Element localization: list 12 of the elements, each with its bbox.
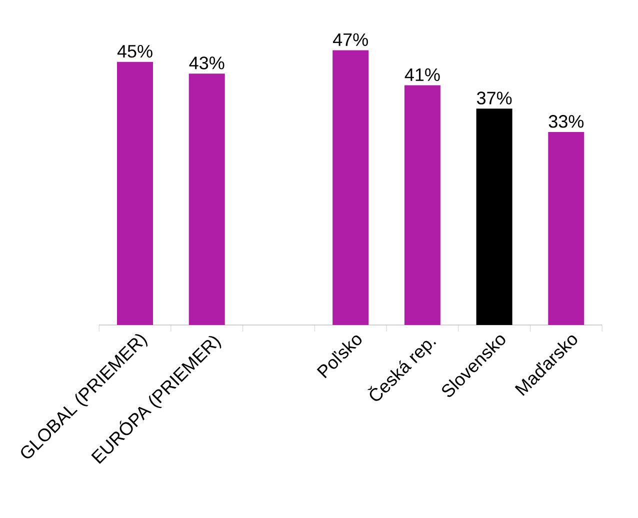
data-label: 41% — [404, 68, 440, 82]
bar — [404, 85, 440, 325]
bar — [548, 132, 584, 325]
data-label: 33% — [548, 115, 584, 128]
bar — [117, 62, 153, 325]
bar — [188, 74, 225, 325]
data-label: 43% — [189, 56, 224, 70]
bar — [476, 108, 512, 325]
data-label: 37% — [476, 92, 512, 104]
data-label: 45% — [117, 44, 152, 58]
bar — [332, 50, 369, 325]
data-label: 47% — [332, 33, 368, 46]
